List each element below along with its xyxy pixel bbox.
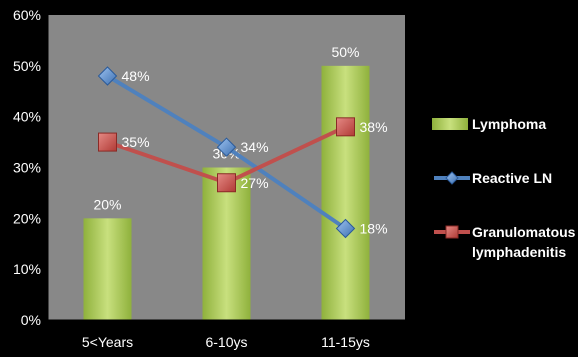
bar-lymphoma (83, 218, 132, 320)
legend-marker-granulomatous-lymphadenitis (445, 225, 459, 239)
marker-granulomatous-lymphadenitis (336, 117, 355, 137)
bar-lymphoma (321, 65, 370, 320)
legend-label: Lymphoma (472, 116, 546, 132)
legend-label: lymphadenitis (472, 244, 566, 260)
legend-swatch-lymphoma (432, 118, 468, 130)
legend-label: Granulomatous (472, 224, 576, 240)
bar-lymphoma (202, 167, 251, 320)
x-tick-label: 6-10ys (205, 334, 247, 350)
y-tick-label: 0% (21, 312, 41, 328)
line-data-label: 38% (360, 119, 388, 135)
line-data-label: 35% (122, 134, 150, 150)
x-tick-label: 5<Years (82, 334, 133, 350)
marker-granulomatous-lymphadenitis (217, 173, 236, 193)
line-data-label: 34% (241, 139, 269, 155)
legend-marker-reactive-ln (445, 171, 459, 185)
line-data-label: 48% (122, 68, 150, 84)
line-data-label: 18% (360, 221, 388, 237)
bar-data-label: 20% (93, 196, 121, 212)
y-tick-label: 10% (13, 261, 41, 277)
y-tick-label: 20% (13, 210, 41, 226)
y-tick-label: 40% (13, 109, 41, 125)
y-tick-label: 30% (13, 160, 41, 176)
x-tick-label: 11-15ys (321, 334, 370, 350)
marker-reactive-ln (97, 66, 118, 86)
legend-label: Reactive LN (472, 170, 552, 186)
y-tick-label: 60% (13, 7, 41, 23)
marker-reactive-ln (335, 218, 356, 239)
marker-reactive-ln (216, 137, 237, 157)
y-tick-label: 50% (13, 58, 41, 74)
bar-data-label: 50% (331, 44, 359, 60)
line-data-label: 27% (241, 175, 269, 191)
marker-granulomatous-lymphadenitis (98, 132, 117, 152)
